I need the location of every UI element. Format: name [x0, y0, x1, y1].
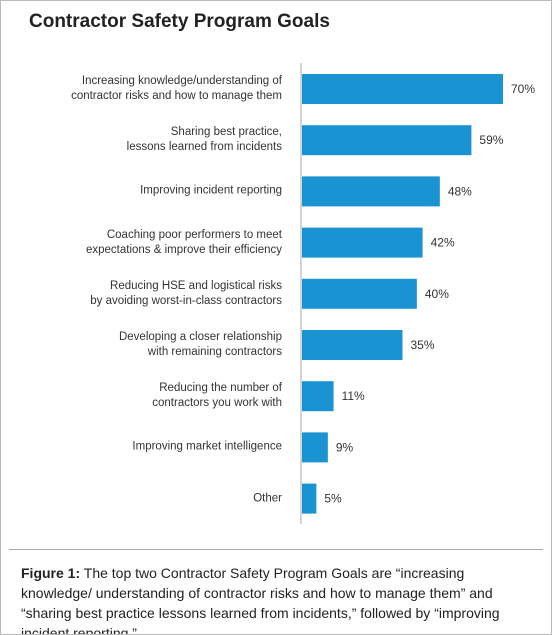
bar [302, 330, 403, 360]
category-label: Increasing knowledge/understanding of co… [71, 75, 282, 102]
value-label: 42% [431, 236, 455, 250]
category-label: Reducing the number of contractors you w… [152, 382, 282, 410]
category-label: Coaching poor performers to meet expecta… [85, 228, 282, 256]
category-label: Sharing best practice, lessons learned f… [126, 126, 282, 154]
caption-text: The top two Contractor Safety Program Go… [21, 565, 500, 635]
bar [302, 432, 328, 463]
bar [302, 176, 440, 207]
bar [302, 278, 417, 309]
value-label: 35% [411, 338, 435, 352]
value-label: 59% [479, 133, 503, 147]
caption: Figure 1: The top two Contractor Safety … [21, 563, 537, 635]
value-label: 11% [342, 389, 365, 403]
category-label: Improving incident reporting [140, 184, 282, 197]
value-label: 5% [324, 492, 342, 506]
category-label: Improving market intelligence [132, 440, 282, 453]
bar [302, 125, 472, 156]
category-label: Other [253, 492, 282, 505]
value-label: 40% [425, 287, 449, 301]
category-label: Developing a closer relationship with re… [118, 331, 282, 358]
value-label: 9% [336, 440, 354, 454]
bar [302, 483, 317, 514]
bar [302, 381, 334, 412]
chart-title: Contractor Safety Program Goals [29, 11, 330, 32]
divider [9, 549, 543, 550]
bar [302, 227, 423, 258]
bar [302, 74, 503, 104]
caption-label: Figure 1: [21, 565, 81, 581]
value-label: 70% [511, 82, 535, 96]
category-label: Reducing HSE and logistical risks by avo… [90, 279, 282, 307]
value-label: 48% [448, 184, 472, 198]
